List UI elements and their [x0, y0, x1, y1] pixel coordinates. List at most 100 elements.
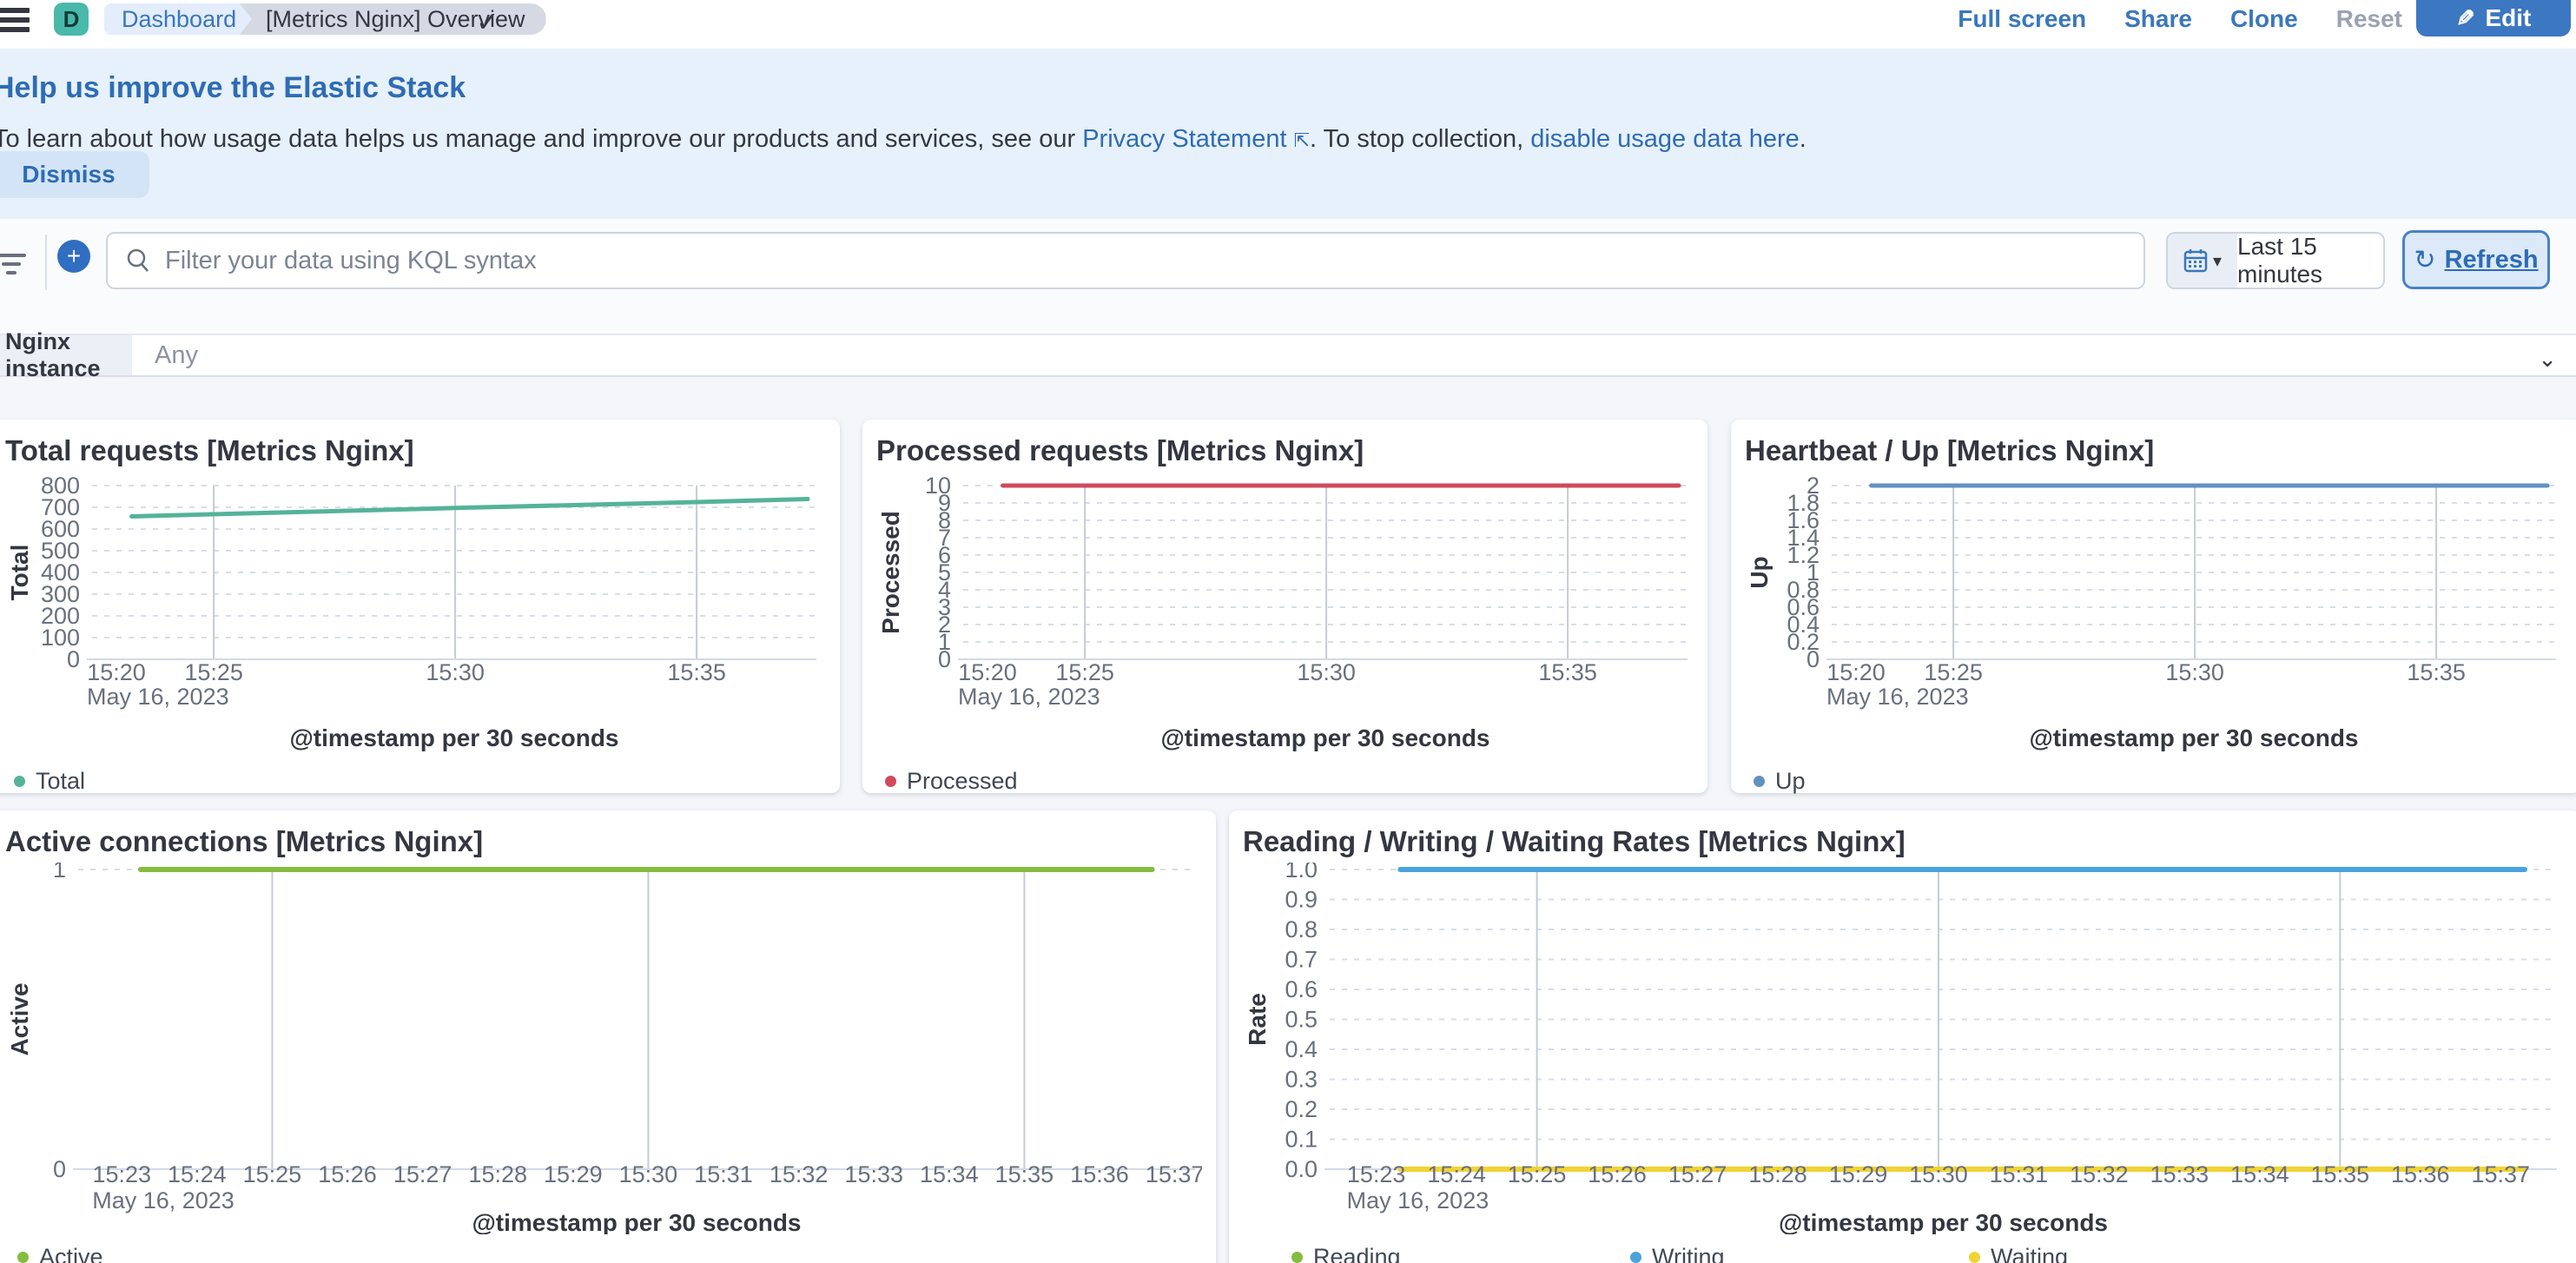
svg-text:0.6: 0.6 [1285, 976, 1318, 1002]
legend-label: Writing [1652, 1244, 1725, 1263]
svg-text:15:28: 15:28 [468, 1161, 527, 1187]
nginx-instance-select[interactable]: Any [155, 341, 198, 369]
menu-icon[interactable] [0, 8, 30, 34]
svg-text:15:30: 15:30 [619, 1161, 678, 1187]
legend-item-processed[interactable]: Processed [885, 768, 1018, 795]
svg-text:1.0: 1.0 [1285, 863, 1318, 883]
svg-text:1: 1 [938, 629, 951, 655]
svg-text:200: 200 [41, 603, 80, 629]
svg-text:15:33: 15:33 [844, 1161, 903, 1187]
svg-text:15:23: 15:23 [1347, 1161, 1406, 1187]
legend-dot [14, 776, 25, 787]
legend-dot [17, 1252, 29, 1263]
chart-legend: Active [5, 1244, 1202, 1263]
svg-text:Processed: Processed [877, 511, 904, 634]
controls-bar: Nginx instance Any ⌄ [0, 328, 2576, 381]
svg-text:15:25: 15:25 [184, 659, 243, 685]
banner-text: . [1799, 125, 1807, 153]
svg-text:15:25: 15:25 [1508, 1161, 1567, 1187]
svg-text:1.6: 1.6 [1787, 507, 1820, 533]
svg-text:Rate: Rate [1244, 993, 1271, 1046]
svg-text:700: 700 [41, 494, 80, 520]
chevron-down-icon[interactable]: ⌄ [2538, 346, 2557, 372]
svg-text:0.8: 0.8 [1787, 577, 1820, 603]
svg-text:0.7: 0.7 [1285, 947, 1318, 973]
filter-icon[interactable] [0, 254, 26, 280]
panel-title: Reading / Writing / Waiting Rates [Metri… [1243, 825, 1906, 857]
share-button[interactable]: Share [2124, 5, 2192, 32]
svg-text:3: 3 [938, 594, 951, 620]
svg-text:@timestamp per 30 seconds: @timestamp per 30 seconds [290, 724, 619, 751]
search-icon [127, 248, 149, 272]
svg-text:15:20: 15:20 [1826, 659, 1886, 685]
svg-text:15:30: 15:30 [426, 659, 485, 685]
svg-text:@timestamp per 30 seconds: @timestamp per 30 seconds [1161, 724, 1490, 751]
svg-text:1.2: 1.2 [1787, 542, 1820, 568]
panel-title: Active connections [Metrics Nginx] [5, 825, 484, 857]
svg-text:Total: Total [6, 545, 33, 601]
legend-dot [1630, 1252, 1641, 1263]
date-picker: ▾ Last 15 minutes [2166, 232, 2385, 289]
calendar-menu-button[interactable]: ▾ [2168, 234, 2237, 288]
clone-button[interactable]: Clone [2229, 5, 2298, 32]
panel-rates: Reading / Writing / Waiting Rates [Metri… [1229, 810, 2576, 1263]
svg-text:15:25: 15:25 [1055, 659, 1114, 685]
svg-text:15:35: 15:35 [2407, 659, 2466, 685]
svg-text:15:26: 15:26 [318, 1161, 377, 1187]
svg-text:@timestamp per 30 seconds: @timestamp per 30 seconds [1779, 1209, 2108, 1234]
svg-text:6: 6 [938, 542, 951, 568]
svg-text:15:31: 15:31 [1990, 1161, 2049, 1187]
telemetry-banner: Help us improve the Elastic Stack To lea… [0, 49, 2576, 219]
legend-item-reading[interactable]: Reading [1291, 1244, 1630, 1263]
time-range-button[interactable]: Last 15 minutes [2237, 233, 2323, 288]
svg-text:15:30: 15:30 [1297, 659, 1356, 685]
svg-text:15:35: 15:35 [1538, 659, 1597, 685]
calendar-icon [2183, 249, 2208, 273]
svg-text:15:35: 15:35 [995, 1161, 1054, 1187]
legend-item-active[interactable]: Active [17, 1244, 103, 1263]
breadcrumb-dashboard[interactable]: Dashboard [104, 3, 262, 35]
legend-item-waiting[interactable]: Waiting [1969, 1244, 2308, 1263]
svg-text:15:25: 15:25 [243, 1161, 302, 1187]
panel-heartbeat-up: Heartbeat / Up [Metrics Nginx] 0 0.2 0.4 0.… [1731, 420, 2576, 795]
control-label: Nginx instance [0, 328, 132, 381]
legend-item-total[interactable]: Total [14, 768, 85, 795]
kql-search-input[interactable] [163, 245, 2143, 276]
space-avatar[interactable]: D [54, 3, 89, 36]
add-filter-button[interactable]: + [57, 240, 90, 273]
svg-text:1: 1 [1807, 559, 1820, 585]
svg-text:15:37: 15:37 [1146, 1161, 1202, 1187]
refresh-button[interactable]: ↻ Refresh [2402, 230, 2550, 289]
legend-item-up[interactable]: Up [1754, 768, 1806, 795]
svg-text:15:23: 15:23 [92, 1161, 151, 1187]
svg-text:15:34: 15:34 [2230, 1161, 2289, 1187]
svg-text:15:31: 15:31 [694, 1161, 753, 1187]
kql-search-box [106, 232, 2145, 289]
privacy-statement-link[interactable]: Privacy Statement [1082, 125, 1287, 153]
svg-text:@timestamp per 30 seconds: @timestamp per 30 seconds [2030, 724, 2359, 751]
svg-text:15:24: 15:24 [1427, 1161, 1486, 1187]
chart-legend: Up [1745, 768, 2567, 795]
panel-total-requests: Total requests [Metrics Nginx] 0 100 200 30… [0, 420, 840, 795]
dismiss-button[interactable]: Dismiss [0, 151, 149, 198]
banner-text: . To stop collection, [1310, 125, 1531, 153]
full-screen-button[interactable]: Full screen [1958, 5, 2087, 32]
query-bar: + ▾ Last [0, 219, 2576, 334]
reset-button[interactable]: Reset [2335, 5, 2402, 32]
legend-item-writing[interactable]: Writing [1630, 1244, 1969, 1263]
disable-usage-data-link[interactable]: disable usage data here [1530, 125, 1800, 153]
svg-text:15:27: 15:27 [1668, 1161, 1727, 1187]
banner-body: To learn about how usage data helps us m… [0, 125, 1807, 154]
svg-text:0.9: 0.9 [1285, 887, 1318, 913]
svg-text:1: 1 [53, 863, 66, 883]
svg-text:15:30: 15:30 [2165, 659, 2224, 685]
banner-text: To learn about how usage data helps us m… [0, 125, 1083, 153]
svg-text:0.5: 0.5 [1285, 1007, 1318, 1033]
svg-text:15:20: 15:20 [958, 659, 1017, 685]
edit-button[interactable]: ✎ Edit [2416, 0, 2571, 36]
svg-text:15:28: 15:28 [1748, 1161, 1807, 1187]
